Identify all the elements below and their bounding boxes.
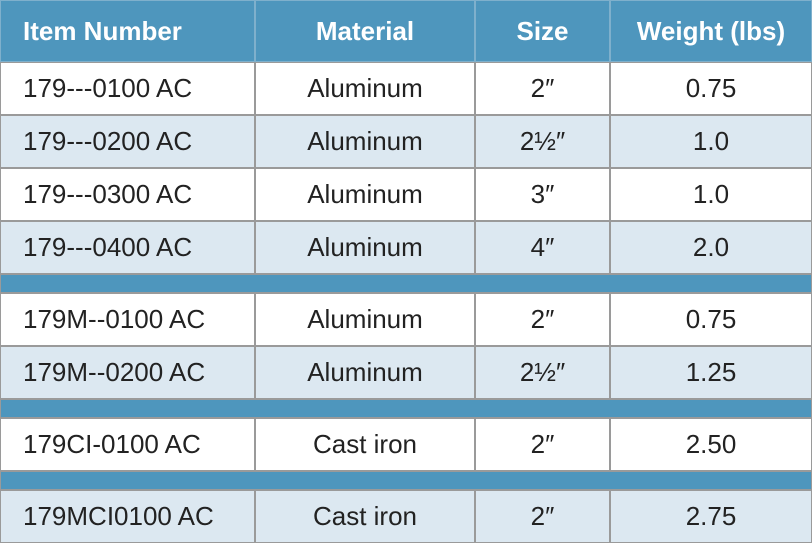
table-cell: 1.0 bbox=[610, 168, 812, 221]
table-cell: Aluminum bbox=[255, 221, 475, 274]
table-cell: 179CI-0100 AC bbox=[0, 418, 255, 471]
table-cell: 2½″ bbox=[475, 115, 610, 168]
table-cell: Aluminum bbox=[255, 62, 475, 115]
table-cell: 1.0 bbox=[610, 115, 812, 168]
table-cell: 3″ bbox=[475, 168, 610, 221]
header-cell: Item Number bbox=[0, 0, 255, 62]
table-cell: 179---0100 AC bbox=[0, 62, 255, 115]
table-cell: 0.75 bbox=[610, 293, 812, 346]
table-cell: 2.50 bbox=[610, 418, 812, 471]
table-cell: 2″ bbox=[475, 490, 610, 543]
table-cell: Aluminum bbox=[255, 168, 475, 221]
group-separator bbox=[0, 471, 812, 490]
table-cell: Aluminum bbox=[255, 293, 475, 346]
table-cell: 2″ bbox=[475, 418, 610, 471]
header-cell: Material bbox=[255, 0, 475, 62]
table-cell: 2.0 bbox=[610, 221, 812, 274]
table-cell: 179---0200 AC bbox=[0, 115, 255, 168]
table-cell: 179M--0100 AC bbox=[0, 293, 255, 346]
table-cell: 179MCI0100 AC bbox=[0, 490, 255, 543]
table-cell: Cast iron bbox=[255, 418, 475, 471]
table-cell: 179---0300 AC bbox=[0, 168, 255, 221]
table-cell: Aluminum bbox=[255, 115, 475, 168]
table-cell: 2½″ bbox=[475, 346, 610, 399]
table-cell: Cast iron bbox=[255, 490, 475, 543]
group-separator bbox=[0, 274, 812, 293]
header-cell: Size bbox=[475, 0, 610, 62]
table-cell: 179M--0200 AC bbox=[0, 346, 255, 399]
header-cell: Weight (lbs) bbox=[610, 0, 812, 62]
table-cell: 2″ bbox=[475, 293, 610, 346]
table-cell: 0.75 bbox=[610, 62, 812, 115]
table-cell: 4″ bbox=[475, 221, 610, 274]
table-cell: 179---0400 AC bbox=[0, 221, 255, 274]
table-cell: 2.75 bbox=[610, 490, 812, 543]
table-cell: 2″ bbox=[475, 62, 610, 115]
table-cell: Aluminum bbox=[255, 346, 475, 399]
table-cell: 1.25 bbox=[610, 346, 812, 399]
group-separator bbox=[0, 399, 812, 418]
